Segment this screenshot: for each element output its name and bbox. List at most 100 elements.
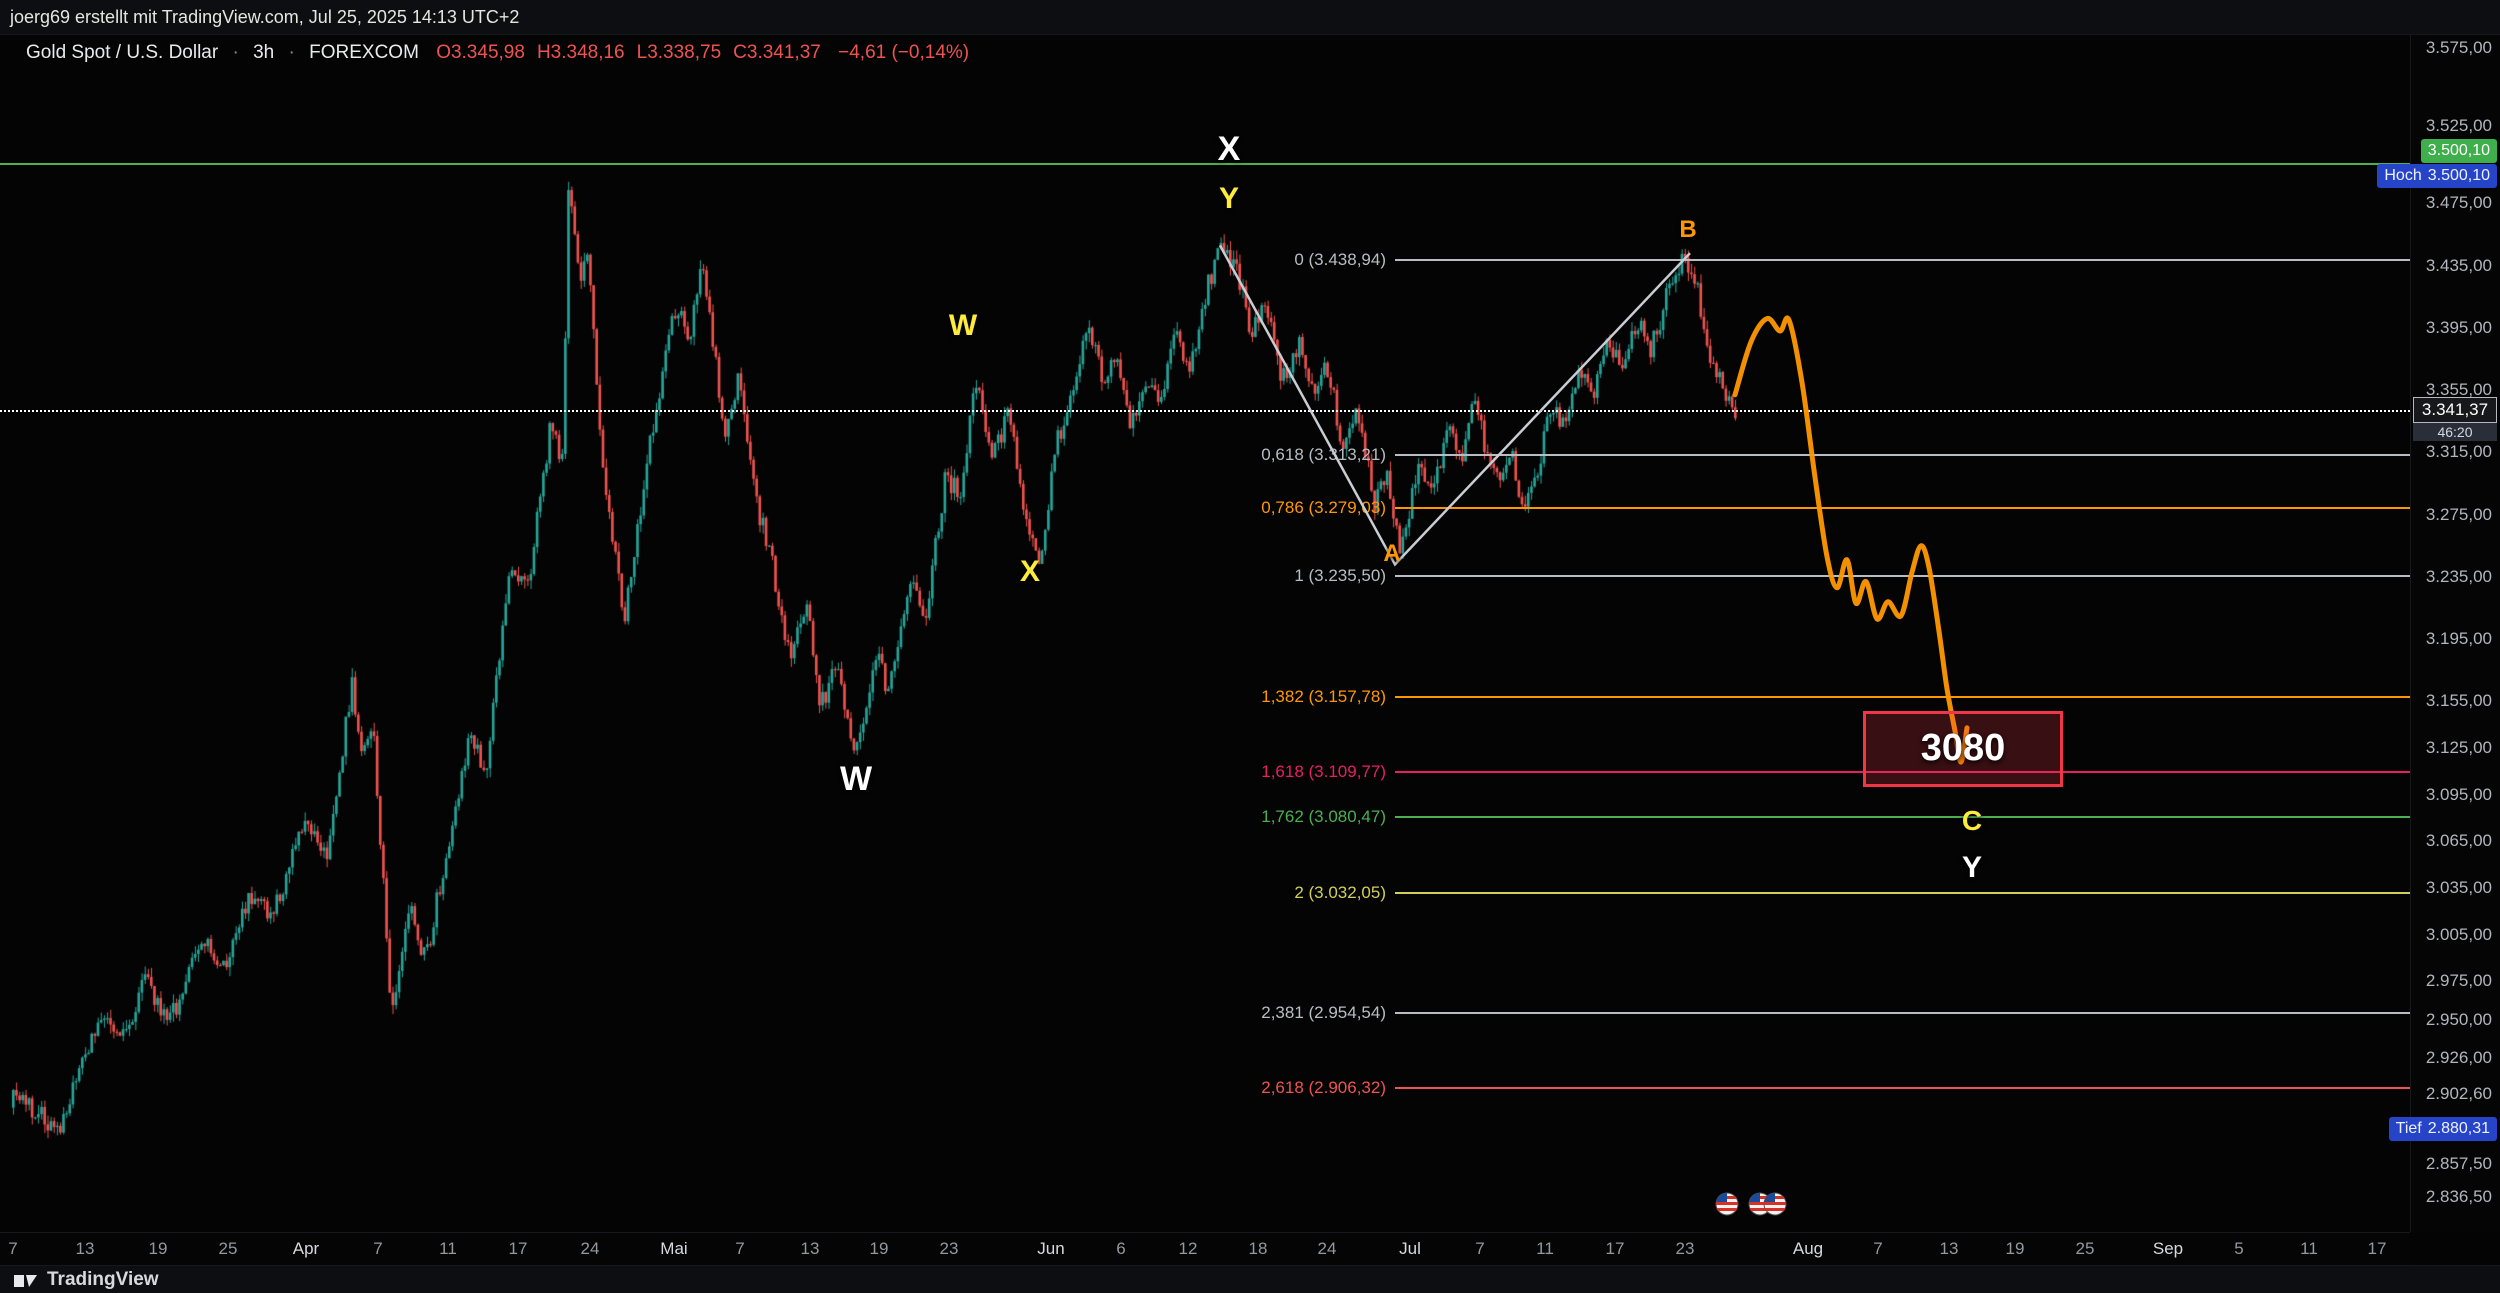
fib-level-line[interactable] — [1395, 1087, 2410, 1090]
economic-event-icon-double[interactable] — [1748, 1192, 1788, 1221]
time-tick: 25 — [2075, 1239, 2095, 1258]
time-tick: Mai — [660, 1239, 688, 1258]
symbol-title[interactable]: Gold Spot / U.S. Dollar — [26, 42, 219, 63]
time-tick: Sep — [2152, 1239, 2184, 1258]
fib-level-label: 2,618 (2.906,32) — [1261, 1078, 1386, 1098]
legend-separator: · — [232, 42, 239, 63]
fib-level-label: 2,381 (2.954,54) — [1261, 1003, 1386, 1023]
period-high-value: 3.500,10 — [2427, 167, 2490, 185]
fib-level-line[interactable] — [1395, 454, 2410, 457]
time-tick: 23 — [939, 1239, 959, 1258]
price-tick: 2.950,00 — [2425, 1010, 2492, 1030]
price-tick: 3.315,00 — [2425, 442, 2492, 462]
price-tick: 3.525,00 — [2425, 115, 2492, 135]
wave-label-y[interactable]: Y — [1218, 181, 1240, 215]
fib-level-line[interactable] — [1395, 696, 2410, 699]
current-price-label: 3.341,37 — [2413, 397, 2497, 424]
price-tick: 3.355,00 — [2425, 380, 2492, 400]
fib-level-line[interactable] — [1395, 891, 2410, 894]
ohlc-l: L3.338,75 — [636, 42, 722, 63]
price-tick: 2.857,50 — [2425, 1154, 2492, 1174]
fib-level-line[interactable] — [1395, 575, 2410, 578]
time-tick: 18 — [1248, 1239, 1268, 1258]
fib-level-label: 2 (3.032,05) — [1294, 882, 1386, 902]
high-line-price-badge: 3.500,10 — [2420, 139, 2497, 164]
time-tick: Jun — [1037, 1239, 1065, 1258]
fib-level-label: 1,762 (3.080,47) — [1261, 807, 1386, 827]
fib-level-line[interactable] — [1395, 770, 2410, 773]
fib-level-label: 1,618 (3.109,77) — [1261, 761, 1386, 781]
price-tick: 3.155,00 — [2425, 691, 2492, 711]
fib-level-label: 1 (3.235,50) — [1294, 566, 1386, 586]
ohlc-h: H3.348,16 — [536, 42, 625, 63]
fib-level-line[interactable] — [1395, 816, 2410, 819]
target-box[interactable]: 3080 — [1863, 710, 2063, 787]
wave-label-a[interactable]: A — [1383, 539, 1401, 567]
time-tick: 25 — [218, 1239, 238, 1258]
time-tick: Apr — [292, 1239, 320, 1258]
bar-countdown: 46:20 — [2413, 423, 2497, 442]
price-tick: 3.125,00 — [2425, 738, 2492, 758]
time-tick: 17 — [1605, 1239, 1625, 1258]
time-tick: 6 — [1116, 1239, 1126, 1258]
time-tick: 7 — [1475, 1239, 1485, 1258]
wave-label-y[interactable]: Y — [1961, 850, 1983, 884]
wave-label-c[interactable]: C — [1961, 805, 1983, 837]
time-tick: 19 — [869, 1239, 889, 1258]
ohlc-o: O3.345,98 — [436, 42, 525, 63]
legend-separator: · — [288, 42, 295, 63]
price-tick: 3.475,00 — [2425, 193, 2492, 213]
fib-level-line[interactable] — [1395, 258, 2410, 261]
price-tick: 3.435,00 — [2425, 255, 2492, 275]
fib-level-label: 0,618 (3.313,21) — [1261, 445, 1386, 465]
price-tick: 2.836,50 — [2425, 1186, 2492, 1206]
attribution-text: joerg69 erstellt mit TradingView.com, Ju… — [10, 7, 520, 27]
time-tick: 24 — [580, 1239, 600, 1258]
time-tick: 11 — [2300, 1239, 2318, 1258]
wave-label-w[interactable]: W — [839, 760, 873, 799]
period-low-value: 2.880,31 — [2427, 1119, 2490, 1137]
price-tick: 3.035,00 — [2425, 878, 2492, 898]
fib-level-line[interactable] — [1395, 1012, 2410, 1015]
time-tick: 11 — [1536, 1239, 1554, 1258]
price-tick: 3.575,00 — [2425, 37, 2492, 57]
symbol-legend[interactable]: Gold Spot / U.S. Dollar · 3h · FOREXCOM … — [26, 42, 969, 64]
high-line-price: 3.500,10 — [2427, 142, 2490, 160]
economic-event-icon[interactable] — [1715, 1192, 1739, 1221]
time-tick: 7 — [8, 1239, 18, 1258]
time-tick: 17 — [508, 1239, 528, 1258]
time-tick: 17 — [2367, 1239, 2387, 1258]
price-tick: 3.275,00 — [2425, 504, 2492, 524]
time-tick: 19 — [148, 1239, 168, 1258]
price-tick: 3.065,00 — [2425, 831, 2492, 851]
time-tick: 13 — [75, 1239, 95, 1258]
tradingview-brand[interactable]: TradingView — [47, 1268, 159, 1290]
price-tick: 3.095,00 — [2425, 784, 2492, 804]
high-price-line[interactable] — [0, 163, 2410, 166]
time-tick: 19 — [2005, 1239, 2025, 1258]
current-price-line — [0, 410, 2410, 413]
target-price-label: 3080 — [1920, 727, 2006, 770]
time-axis[interactable]: 7 13 19 25 Apr 7 11 17 24 Mai 7 13 19 23 Jun 6 12 18 24 Jul… — [0, 1232, 2410, 1265]
time-tick: 11 — [439, 1239, 457, 1258]
wave-label-b[interactable]: B — [1679, 215, 1697, 243]
fib-level-line[interactable] — [1395, 507, 2410, 510]
price-tick: 3.235,00 — [2425, 566, 2492, 586]
time-tick: 7 — [1873, 1239, 1883, 1258]
wave-label-x[interactable]: X — [1217, 129, 1241, 168]
time-tick: Jul — [1399, 1239, 1421, 1258]
wave-label-w[interactable]: W — [948, 309, 978, 343]
price-tick: 3.005,00 — [2425, 924, 2492, 944]
us-flag-icon — [1715, 1192, 1739, 1216]
attribution-bar: joerg69 erstellt mit TradingView.com, Ju… — [0, 0, 2500, 35]
wave-label-x[interactable]: X — [1019, 555, 1041, 589]
period-low-badge: Tief 2.880,31 — [2388, 1116, 2497, 1141]
interval-label[interactable]: 3h — [253, 42, 275, 63]
time-tick: 5 — [2234, 1239, 2244, 1258]
fib-level-label: 1,382 (3.157,78) — [1261, 687, 1386, 707]
price-axis[interactable]: 3.575,00 3.525,00 3.475,00 3.435,00 3.395,00… — [2410, 35, 2500, 1232]
current-price-badge: 3.341,37 46:20 — [2413, 397, 2497, 442]
tradingview-logo-icon[interactable] — [14, 1271, 38, 1289]
